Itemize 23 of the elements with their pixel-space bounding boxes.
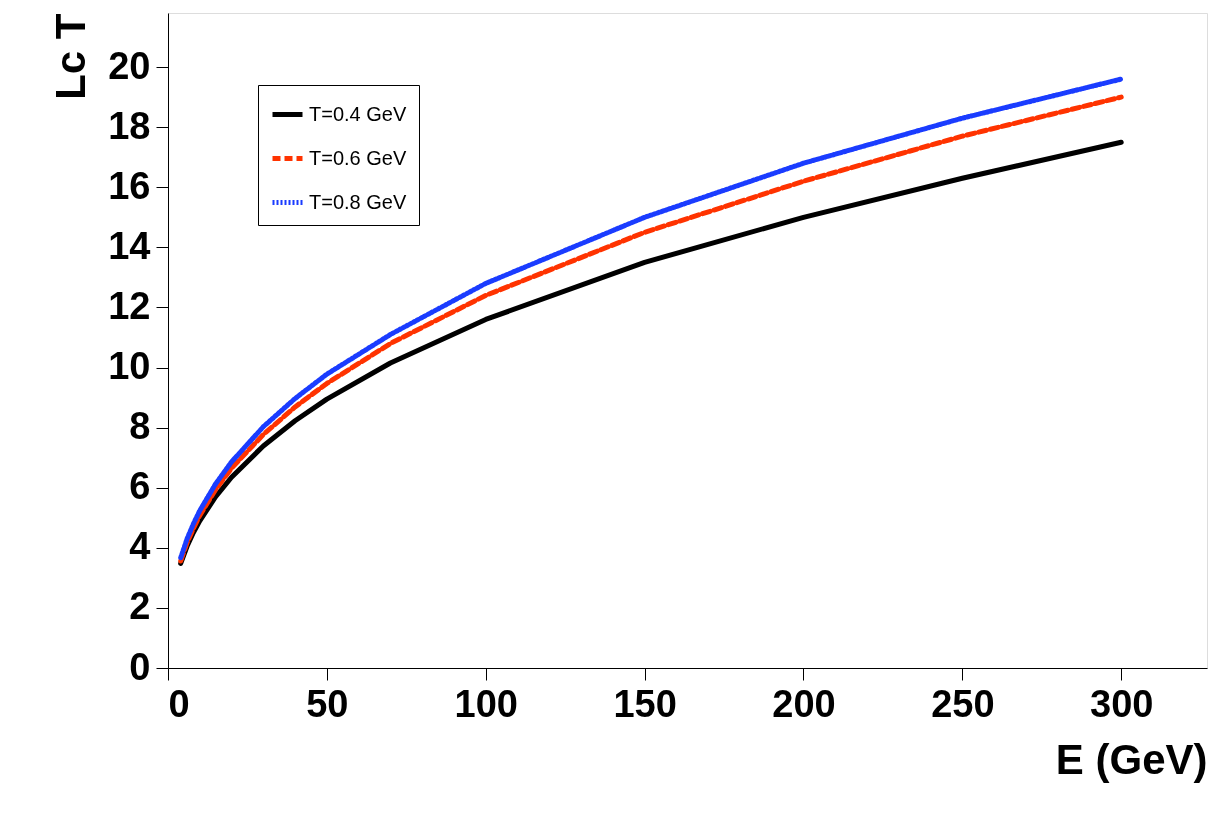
y-tick-label: 18	[108, 104, 151, 147]
y-tick-label: 20	[108, 44, 151, 87]
y-tick-label: 8	[129, 405, 151, 448]
legend-label: T=0.8 GeV	[309, 190, 407, 213]
y-tick-label: 6	[129, 465, 151, 508]
x-tick-label: 50	[306, 682, 349, 725]
x-tick-label: 100	[454, 682, 518, 725]
y-tick-label: 4	[129, 525, 151, 568]
y-tick-label: 12	[108, 284, 151, 327]
x-tick-label: 150	[613, 682, 677, 725]
legend-label: T=0.6 GeV	[309, 146, 407, 169]
y-tick-label: 16	[108, 164, 151, 207]
x-axis-title: E (GeV)	[1055, 735, 1208, 783]
y-tick-label: 14	[108, 224, 151, 267]
y-axis-title: Lc T	[47, 13, 95, 100]
legend-label: T=0.4 GeV	[309, 102, 407, 125]
y-tick-label: 10	[108, 345, 151, 388]
x-tick-label: 200	[772, 682, 836, 725]
x-tick-label: 0	[168, 682, 190, 725]
x-tick-label: 250	[931, 682, 995, 725]
y-tick-label: 0	[129, 645, 151, 688]
x-tick-label: 300	[1090, 682, 1154, 725]
y-tick-label: 2	[129, 585, 151, 628]
